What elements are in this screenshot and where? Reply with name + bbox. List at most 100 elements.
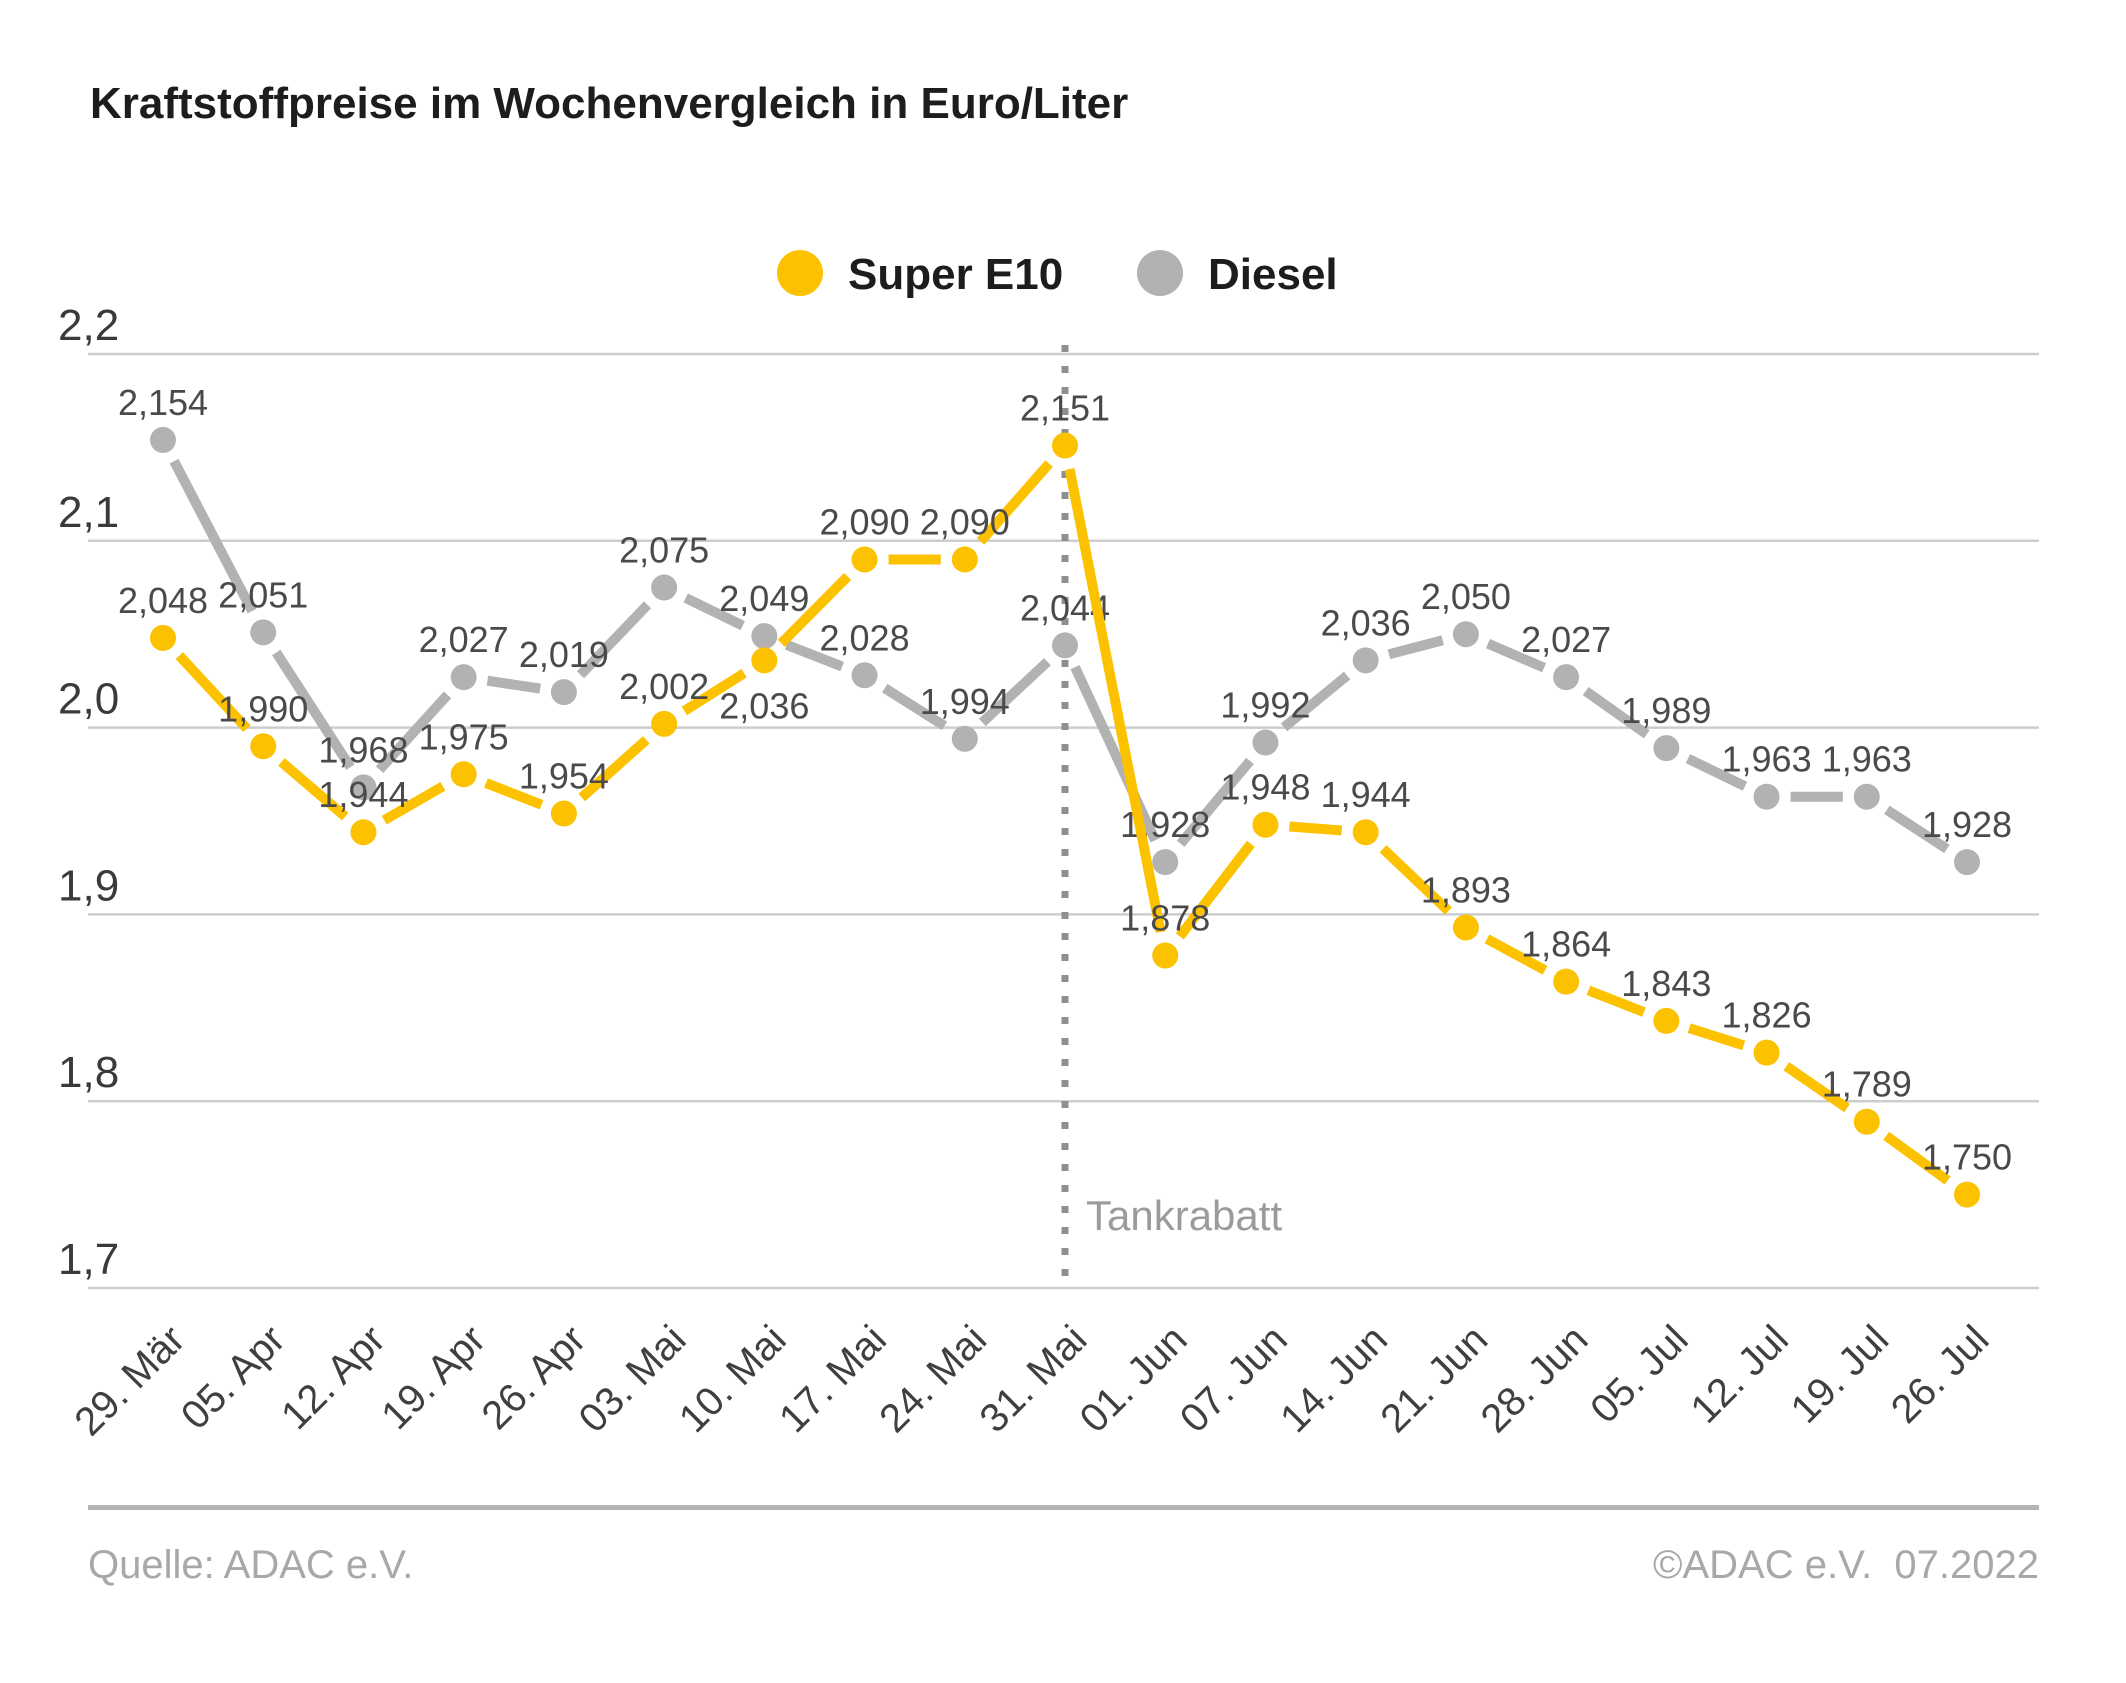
data-label-super-e10: 1,826 <box>1722 995 1812 1036</box>
x-axis-tick-label: 01. Jun <box>1072 1317 1196 1441</box>
data-label-diesel: 2,051 <box>218 574 308 615</box>
data-label-super-e10: 1,944 <box>318 774 408 815</box>
tankrabatt-label: Tankrabatt <box>1086 1192 1282 1239</box>
y-axis-tick-label: 2,2 <box>58 301 119 350</box>
data-label-diesel: 2,027 <box>419 619 509 660</box>
data-point-super-e10 <box>951 546 978 573</box>
data-label-diesel: 1,963 <box>1722 739 1812 780</box>
line-segment-diesel <box>375 691 452 773</box>
data-point-diesel <box>651 574 678 601</box>
line-segment-super-e10 <box>484 778 544 810</box>
x-axis-tick-label: 17. Mai <box>771 1317 895 1441</box>
data-label-super-e10: 1,944 <box>1321 774 1411 815</box>
data-point-diesel <box>550 679 577 706</box>
x-axis-tick-label: 28. Jun <box>1473 1317 1597 1441</box>
data-label-diesel: 1,928 <box>1922 804 2012 845</box>
line-segment-super-e10 <box>1064 468 1166 933</box>
y-axis-tick-label: 2,1 <box>58 488 119 537</box>
line-segment-super-e10 <box>1783 1062 1850 1113</box>
data-label-super-e10: 1,990 <box>218 688 308 729</box>
data-point-diesel <box>250 619 277 646</box>
line-segment-diesel <box>1582 686 1650 739</box>
x-axis-tick-label: 05. Jul <box>1582 1317 1696 1431</box>
data-point-diesel <box>851 662 878 689</box>
data-point-diesel <box>1553 664 1580 691</box>
data-point-diesel <box>1152 849 1179 876</box>
data-point-super-e10 <box>150 624 176 651</box>
line-segment-super-e10 <box>1289 821 1343 836</box>
y-axis-tick-label: 2,0 <box>58 675 119 724</box>
line-segment-super-e10 <box>1883 1131 1951 1185</box>
data-point-super-e10 <box>350 819 377 846</box>
data-label-super-e10: 1,750 <box>1922 1137 2012 1178</box>
data-point-super-e10 <box>1753 1039 1780 1066</box>
line-segment-super-e10 <box>175 652 251 733</box>
data-point-super-e10 <box>1352 819 1379 846</box>
data-point-diesel <box>1954 849 1980 876</box>
y-axis-tick-label: 1,9 <box>58 861 119 910</box>
x-axis-tick-label: 05. Apr <box>173 1317 294 1438</box>
data-label-super-e10: 2,048 <box>118 580 208 621</box>
line-segment-diesel <box>169 458 257 614</box>
x-axis-tick-label: 12. Apr <box>273 1317 394 1438</box>
data-label-diesel: 2,027 <box>1521 619 1611 660</box>
legend-swatch-super-e10-icon <box>777 250 823 296</box>
x-axis-tick-label: 19. Jul <box>1783 1317 1897 1431</box>
line-segment-diesel <box>1485 639 1547 673</box>
data-label-super-e10: 2,090 <box>920 501 1010 542</box>
x-axis-tick-label: 26. Apr <box>474 1317 595 1438</box>
line-segment-super-e10 <box>681 668 747 716</box>
data-point-super-e10 <box>651 710 678 737</box>
data-label-diesel: 1,963 <box>1822 739 1912 780</box>
data-point-diesel <box>350 774 377 801</box>
data-point-diesel <box>1753 783 1780 810</box>
line-segment-super-e10 <box>1379 845 1452 915</box>
data-label-diesel: 1,992 <box>1220 685 1310 726</box>
data-label-super-e10: 1,954 <box>519 756 609 797</box>
line-segment-diesel <box>1884 805 1950 854</box>
data-point-diesel <box>751 623 778 650</box>
line-segment-super-e10 <box>578 736 650 802</box>
x-axis-tick-label: 24. Mai <box>871 1317 995 1441</box>
line-segment-super-e10 <box>1586 985 1646 1017</box>
data-label-diesel: 2,050 <box>1421 576 1511 617</box>
legend: Super E10 Diesel <box>777 250 1338 299</box>
data-point-super-e10 <box>751 647 778 674</box>
data-point-super-e10 <box>1152 942 1179 969</box>
data-label-diesel: 2,028 <box>820 617 910 658</box>
data-point-super-e10 <box>1954 1181 1980 1208</box>
data-point-diesel <box>1052 632 1078 659</box>
data-point-super-e10 <box>550 800 577 827</box>
x-axis-tick-label: 07. Jun <box>1172 1317 1296 1441</box>
data-point-diesel <box>1352 647 1379 674</box>
data-label-super-e10: 2,090 <box>820 501 910 542</box>
x-axis-tick-label: 14. Jun <box>1272 1317 1396 1441</box>
data-point-super-e10 <box>450 761 477 788</box>
source-text: Quelle: ADAC e.V. <box>88 1543 413 1587</box>
x-axis-tick-label: 21. Jun <box>1372 1317 1496 1441</box>
data-point-super-e10 <box>250 733 277 760</box>
x-axis-tick-label: 31. Mai <box>971 1317 1095 1441</box>
data-label-diesel: 2,154 <box>118 382 208 423</box>
footer-rule <box>88 1505 2039 1510</box>
data-point-super-e10 <box>1553 968 1580 995</box>
data-point-diesel <box>951 725 978 752</box>
data-label-super-e10: 1,864 <box>1521 924 1611 965</box>
data-label-diesel: 1,994 <box>920 681 1010 722</box>
line-segment-super-e10 <box>1687 1023 1746 1051</box>
line-segment-diesel <box>1387 635 1444 660</box>
x-axis-tick-label: 26. Jul <box>1883 1317 1997 1431</box>
y-axis-tick-label: 1,7 <box>58 1235 119 1284</box>
chart-title: Kraftstoffpreise im Wochenvergleich in E… <box>90 79 1128 128</box>
line-segment-diesel <box>1280 671 1351 732</box>
line-segment-diesel <box>576 601 652 679</box>
data-point-diesel <box>1252 729 1279 756</box>
data-point-diesel <box>1653 735 1680 762</box>
data-point-diesel <box>150 426 176 453</box>
line-segment-super-e10 <box>1484 934 1548 975</box>
legend-swatch-diesel-icon <box>1137 250 1183 296</box>
